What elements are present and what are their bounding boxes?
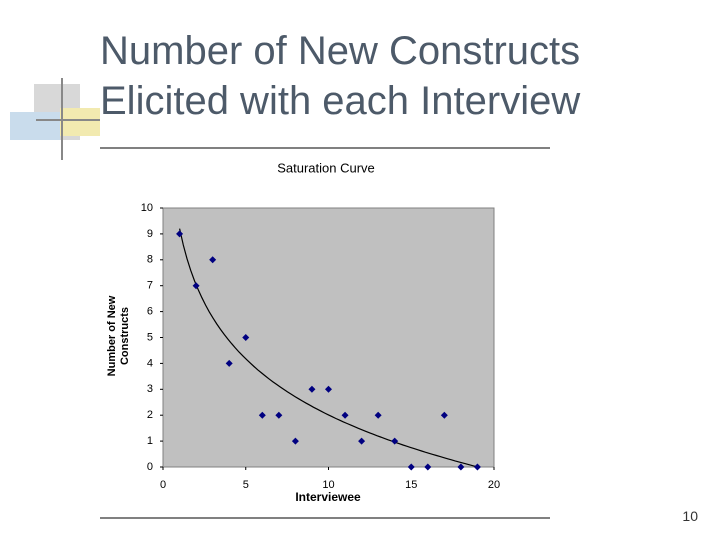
decor [60, 108, 100, 136]
y-tick-label: 4 [147, 357, 153, 369]
y-tick-label: 0 [147, 461, 153, 473]
y-tick-label: 6 [147, 306, 153, 318]
page-number: 10 [682, 508, 698, 524]
point [473, 463, 481, 471]
y-tick-label: 2 [147, 409, 153, 421]
decor [10, 112, 60, 140]
point [291, 437, 299, 445]
point [176, 230, 184, 238]
point [407, 463, 415, 471]
plot-area [162, 207, 495, 468]
point [258, 411, 266, 419]
point [358, 437, 366, 445]
chart-title: Saturation Curve [277, 160, 375, 175]
y-axis-label: Number of New Constructs [106, 295, 131, 376]
point [308, 385, 316, 393]
y-tick-label: 7 [147, 280, 153, 292]
point [242, 334, 250, 341]
y-tick-label: 8 [147, 254, 153, 266]
x-tick-label: 15 [405, 479, 417, 491]
point [374, 411, 382, 419]
x-tick-label: 20 [488, 479, 500, 491]
x-tick-label: 10 [322, 479, 334, 491]
x-tick-label: 0 [160, 479, 166, 491]
point [275, 411, 283, 419]
y-tick-label: 9 [147, 228, 153, 240]
y-axis-label-line: Constructs [119, 307, 131, 365]
point [391, 437, 399, 445]
point [424, 463, 432, 471]
point [341, 411, 349, 419]
y-tick-label: 5 [147, 331, 153, 343]
y-tick-label: 10 [141, 202, 153, 214]
point [457, 463, 465, 471]
point [225, 359, 233, 367]
point [325, 385, 332, 393]
point [192, 282, 200, 290]
x-axis-label: Interviewee [295, 490, 361, 504]
y-tick-label: 1 [147, 435, 153, 447]
y-tick-label: 3 [147, 383, 153, 395]
point [440, 411, 448, 419]
x-tick-label: 5 [243, 479, 249, 491]
point [209, 256, 217, 264]
trendline [179, 228, 478, 468]
slide-title: Number of New Constructs Elicited with e… [100, 29, 581, 123]
y-axis-label-line: Number of New [106, 295, 118, 376]
